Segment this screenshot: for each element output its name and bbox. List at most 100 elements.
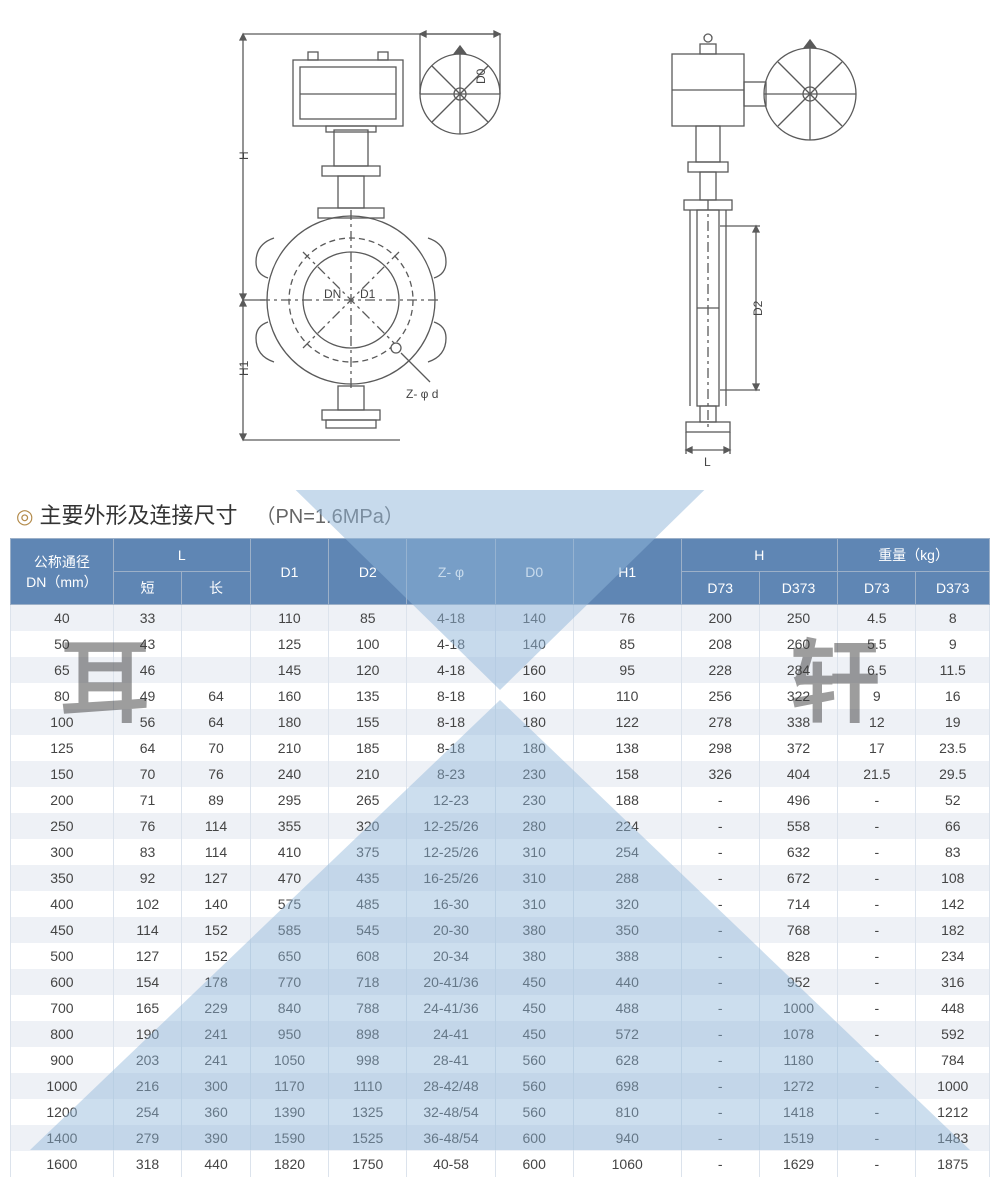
column-header: D2 xyxy=(329,539,407,605)
table-cell: 180 xyxy=(250,709,328,735)
table-cell: 210 xyxy=(250,735,328,761)
table-cell: 1750 xyxy=(329,1151,407,1177)
table-cell: 76 xyxy=(113,813,182,839)
table-cell: 92 xyxy=(113,865,182,891)
table-cell: 1390 xyxy=(250,1099,328,1125)
table-cell: 16 xyxy=(916,683,990,709)
table-cell: 36-48/54 xyxy=(407,1125,495,1151)
table-cell: 11.5 xyxy=(916,657,990,683)
watermark-char-1: 耳 xyxy=(60,610,150,740)
table-cell: 12-23 xyxy=(407,787,495,813)
table-cell xyxy=(182,657,251,683)
svg-text:L: L xyxy=(704,455,711,469)
table-cell: 52 xyxy=(916,787,990,813)
table-cell: 108 xyxy=(916,865,990,891)
table-cell: - xyxy=(681,1021,759,1047)
table-cell: 89 xyxy=(182,787,251,813)
svg-text:D1: D1 xyxy=(360,287,376,301)
table-cell: 718 xyxy=(329,969,407,995)
svg-text:D2: D2 xyxy=(751,300,765,316)
table-cell: 66 xyxy=(916,813,990,839)
table-cell: - xyxy=(838,891,916,917)
table-cell: 300 xyxy=(182,1073,251,1099)
table-cell: 1820 xyxy=(250,1151,328,1177)
table-row: 2507611435532012-25/26280224-558-66 xyxy=(11,813,990,839)
table-cell: 410 xyxy=(250,839,328,865)
table-cell: 1600 xyxy=(11,1151,114,1177)
table-cell: 230 xyxy=(495,787,573,813)
table-cell: 1590 xyxy=(250,1125,328,1151)
svg-text:H: H xyxy=(237,151,251,160)
table-cell: 1519 xyxy=(759,1125,837,1151)
table-cell: 788 xyxy=(329,995,407,1021)
table-cell: 828 xyxy=(759,943,837,969)
table-cell: 450 xyxy=(495,995,573,1021)
table-cell: 298 xyxy=(681,735,759,761)
table-cell: 19 xyxy=(916,709,990,735)
column-header: D73 xyxy=(681,572,759,605)
table-cell: 114 xyxy=(182,839,251,865)
table-cell: 1200 xyxy=(11,1099,114,1125)
table-cell: - xyxy=(681,865,759,891)
table-cell: 279 xyxy=(113,1125,182,1151)
svg-text:D0: D0 xyxy=(474,68,488,84)
table-cell: 160 xyxy=(495,683,573,709)
table-cell: 450 xyxy=(11,917,114,943)
table-cell: - xyxy=(681,1047,759,1073)
table-cell: 70 xyxy=(113,761,182,787)
table-cell: 20-34 xyxy=(407,943,495,969)
table-row: 60015417877071820-41/36450440-952-316 xyxy=(11,969,990,995)
table-cell: 950 xyxy=(250,1021,328,1047)
table-cell: 448 xyxy=(916,995,990,1021)
table-cell xyxy=(182,631,251,657)
table-cell: 190 xyxy=(113,1021,182,1047)
table-cell: - xyxy=(838,1099,916,1125)
table-cell: 145 xyxy=(250,657,328,683)
section-title: 主要外形及连接尺寸 xyxy=(39,498,237,530)
table-cell: - xyxy=(681,995,759,1021)
table-cell: - xyxy=(838,1047,916,1073)
table-cell: 714 xyxy=(759,891,837,917)
table-cell: 320 xyxy=(329,813,407,839)
table-cell: - xyxy=(681,813,759,839)
table-cell: 350 xyxy=(11,865,114,891)
table-cell: - xyxy=(681,1151,759,1177)
table-cell: 585 xyxy=(250,917,328,943)
column-header: 重量（kg） xyxy=(838,539,990,572)
svg-text:DN: DN xyxy=(324,287,341,301)
table-cell: 100 xyxy=(329,631,407,657)
table-cell: 200 xyxy=(681,605,759,632)
table-cell: 180 xyxy=(495,735,573,761)
table-cell: 1110 xyxy=(329,1073,407,1099)
table-cell: 20-30 xyxy=(407,917,495,943)
table-cell: - xyxy=(838,917,916,943)
table-cell: 224 xyxy=(573,813,681,839)
table-cell: 64 xyxy=(182,683,251,709)
table-row: 14002793901590152536-48/54600940-1519-14… xyxy=(11,1125,990,1151)
table-cell: 32-48/54 xyxy=(407,1099,495,1125)
table-cell: 76 xyxy=(573,605,681,632)
table-cell: 300 xyxy=(11,839,114,865)
table-row: 12002543601390132532-48/54560810-1418-12… xyxy=(11,1099,990,1125)
table-cell: 241 xyxy=(182,1021,251,1047)
table-cell: 24-41/36 xyxy=(407,995,495,1021)
table-cell: 608 xyxy=(329,943,407,969)
table-cell: 140 xyxy=(182,891,251,917)
column-header: H1 xyxy=(573,539,681,605)
table-cell: 388 xyxy=(573,943,681,969)
table-cell: 592 xyxy=(916,1021,990,1047)
table-cell: 470 xyxy=(250,865,328,891)
table-cell: 16-30 xyxy=(407,891,495,917)
table-cell: 1078 xyxy=(759,1021,837,1047)
table-cell: 316 xyxy=(916,969,990,995)
table-cell: 140 xyxy=(495,605,573,632)
table-cell: 208 xyxy=(681,631,759,657)
table-cell: 71 xyxy=(113,787,182,813)
table-cell: 12-25/26 xyxy=(407,813,495,839)
table-cell: 102 xyxy=(113,891,182,917)
table-cell: 940 xyxy=(573,1125,681,1151)
table-cell: 310 xyxy=(495,891,573,917)
table-cell: 142 xyxy=(916,891,990,917)
table-cell: - xyxy=(838,1073,916,1099)
table-cell: 24-41 xyxy=(407,1021,495,1047)
